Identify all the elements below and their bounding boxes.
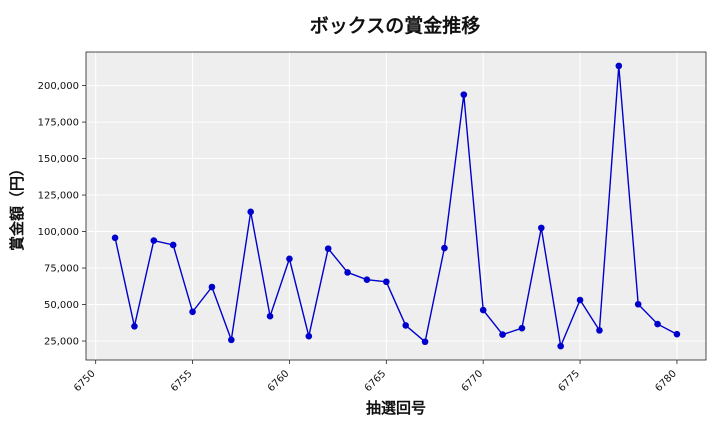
x-tick-label: 6780 — [653, 368, 679, 394]
data-point — [228, 336, 235, 344]
data-point — [344, 269, 351, 276]
x-tick-label: 6765 — [363, 368, 389, 394]
data-point — [499, 331, 506, 338]
plot-area — [86, 52, 706, 360]
series-layer — [111, 62, 681, 350]
x-tick-label: 6755 — [169, 368, 195, 394]
data-point — [266, 312, 274, 320]
data-point — [557, 342, 564, 350]
data-point — [247, 208, 254, 216]
data-point — [324, 245, 332, 252]
data-point — [402, 322, 409, 329]
data-point — [634, 300, 642, 308]
grid-lines — [86, 52, 706, 360]
data-point — [441, 244, 448, 252]
data-point — [208, 283, 216, 291]
data-point — [615, 62, 623, 70]
data-point — [576, 296, 584, 304]
y-tick-label: 75,000 — [44, 264, 79, 275]
data-point — [131, 322, 138, 330]
y-tick-label: 50,000 — [44, 300, 79, 311]
y-tick-label: 200,000 — [38, 81, 79, 92]
data-point — [538, 224, 545, 232]
series-line — [114, 65, 678, 349]
data-point — [654, 320, 661, 328]
data-point — [111, 234, 119, 242]
data-point — [383, 278, 390, 286]
x-axis-label: 抽選回号 — [366, 399, 426, 417]
data-point — [169, 241, 177, 249]
plot-frame — [85, 51, 707, 361]
data-point — [596, 327, 603, 334]
data-point — [460, 91, 468, 98]
data-point — [363, 276, 371, 284]
y-tick-label: 125,000 — [38, 191, 79, 202]
y-tick-label: 150,000 — [38, 154, 79, 165]
y-tick-label: 175,000 — [38, 118, 79, 129]
data-point — [673, 330, 681, 338]
y-axis-label: 賞金額（円） — [8, 161, 26, 251]
data-point — [421, 338, 429, 346]
chart-title: ボックスの賞金推移 — [310, 14, 480, 37]
x-tick-label: 6775 — [556, 368, 582, 394]
data-point — [305, 332, 313, 340]
x-tick-label: 6750 — [72, 368, 98, 394]
y-tick-label: 25,000 — [44, 337, 79, 348]
data-point — [286, 255, 293, 263]
data-point — [150, 237, 158, 244]
data-point — [189, 308, 196, 316]
data-point — [518, 324, 526, 332]
x-tick-label: 6760 — [266, 368, 292, 394]
axes — [82, 51, 707, 364]
y-tick-label: 100,000 — [38, 227, 79, 238]
x-tick-label: 6770 — [460, 368, 486, 394]
data-point — [479, 306, 487, 314]
